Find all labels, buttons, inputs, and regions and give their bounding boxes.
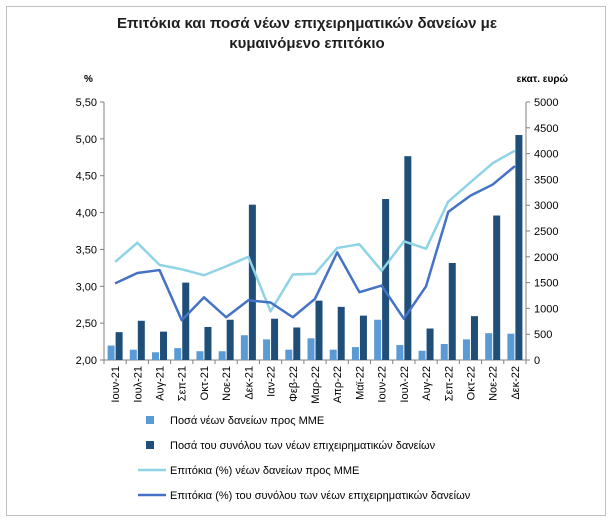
x-category-label: Ιουν-22 [377,366,389,403]
bar-sme [485,333,493,360]
x-category-label: Μαρ-22 [310,366,322,404]
left-tick-label: 4,00 [76,208,97,220]
legend-label: Ποσά του συνόλου των νέων επιχειρηματικώ… [170,440,436,452]
x-category-label: Οκτ-21 [199,366,211,400]
bar-sme [174,348,182,360]
chart-legend: Ποσά νέων δανείων προς ΜΜΕ Ποσά του συνόλ… [138,415,471,502]
chart-axes: 2,00 2,50 3,00 3,50 4,00 4,50 5,00 5,50 0 500 1000… [76,74,569,404]
bar-sme [329,349,337,360]
bar-sme [351,347,359,360]
right-tick-label: 1000 [534,303,558,315]
bar-total [248,204,256,360]
bar-sme [107,345,115,360]
bar-total [448,262,456,360]
bar-sme [263,339,271,360]
right-tick-label: 2500 [534,226,558,238]
legend-label: Ποσά νέων δανείων προς ΜΜΕ [170,415,324,427]
right-tick-label: 4500 [534,123,558,135]
bar-sme [507,333,515,360]
x-category-label: Ιουλ-22 [399,366,411,403]
bar-sme [396,345,404,360]
right-tick-label: 3500 [534,174,558,186]
bar-total [137,320,145,360]
x-category-label: Δεκ-21 [243,366,255,400]
x-category-label: Οκτ-22 [465,366,477,400]
bar-sme [196,351,204,360]
bar-sme [152,352,160,360]
x-category-label: Δεκ-22 [510,366,522,400]
chart-title-line2: κυμαινόμενο επιτόκιο [229,35,385,52]
legend-label: Επιτόκια (%) του συνόλου των νέων επιχει… [170,490,471,502]
x-category-label: Αυγ-21 [155,366,167,401]
left-tick-label: 2,50 [76,318,97,330]
right-tick-label: 4000 [534,149,558,161]
bar-sme [462,339,470,360]
bar-sme [440,344,448,360]
x-category-label: Ιουν-21 [110,366,122,403]
line-sme-rate [114,149,516,313]
x-category-label: Νοε-21 [221,366,233,401]
bar-total [271,318,279,360]
bar-sme [129,349,137,360]
bar-total [337,306,345,360]
bar-total [426,328,434,360]
chart-lines [114,149,516,322]
bar-sme [418,350,426,360]
chart-title-line1: Επιτόκια και ποσά νέων επιχειρηματικών δ… [117,15,497,32]
bar-total [226,319,234,360]
left-axis-unit: % [84,74,93,85]
bar-sme [374,319,382,360]
x-category-label: Μαϊ-22 [354,366,366,400]
line-total-rate [114,165,516,322]
bar-sme [218,351,226,360]
bar-total [493,215,501,360]
chart-title: Επιτόκια και ποσά νέων επιχειρηματικών δ… [0,14,614,54]
bar-total [182,282,190,360]
left-tick-label: 5,50 [76,97,97,109]
bar-total [160,331,168,360]
bar-total [204,326,212,360]
x-category-label: Αυγ-22 [421,366,433,401]
left-tick-label: 3,50 [76,244,97,256]
bar-sme [240,335,248,360]
right-tick-label: 500 [534,329,552,341]
x-category-label: Φεβ-22 [288,366,300,402]
legend-swatch-bar [146,416,154,424]
bar-total [359,315,367,360]
left-tick-label: 5,00 [76,134,97,146]
right-tick-label: 2000 [534,252,558,264]
chart-frame [6,6,606,516]
legend-label: Επιτόκια (%) νέων δανείων προς ΜΜΕ [170,465,359,477]
x-category-label: Νοε-22 [488,366,500,401]
bar-sme [307,338,315,360]
bar-total [293,327,301,360]
bar-total [382,199,390,360]
bar-sme [285,349,293,360]
right-tick-label: 3000 [534,200,558,212]
right-tick-label: 5000 [534,97,558,109]
x-category-label: Απρ-22 [332,366,344,403]
chart-bars [107,135,523,360]
right-tick-label: 1500 [534,278,558,290]
bar-total [404,156,412,360]
left-tick-label: 3,00 [76,281,97,293]
bar-total [515,135,523,360]
x-category-label: Σεπ-22 [443,366,455,401]
x-category-label: Σεπ-21 [177,366,189,401]
x-category-label: Ιουλ-21 [132,366,144,403]
left-tick-label: 2,00 [76,355,97,367]
bar-total [315,300,323,360]
right-axis-unit: εκατ. ευρώ [517,74,569,85]
x-category-label: Ιαν-22 [266,366,278,397]
right-tick-label: 0 [534,355,540,367]
bar-total [470,316,478,360]
left-tick-label: 4,50 [76,171,97,183]
legend-swatch-bar [146,441,154,449]
bar-total [115,332,123,360]
